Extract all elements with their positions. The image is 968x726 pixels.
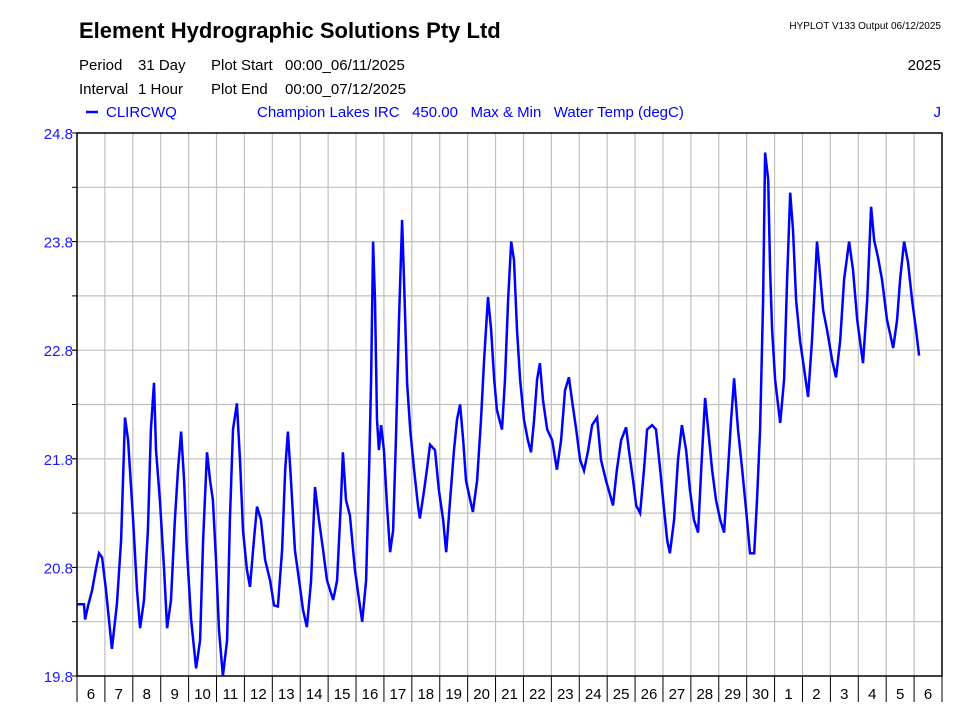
x-tick-label: 10 (194, 686, 211, 703)
x-tick-label: 25 (613, 686, 630, 703)
plot-start-value: 00:00_06/11/2025 (285, 57, 405, 74)
series-line-clircwq (77, 152, 921, 677)
x-tick-label: 28 (696, 686, 713, 703)
period-value: 31 Day (138, 57, 186, 74)
x-tick-label: 6 (87, 686, 95, 703)
x-tick-label: 30 (752, 686, 769, 703)
interval-label: Interval (79, 81, 128, 98)
x-tick-label: 17 (390, 686, 407, 703)
plot-end-label: Plot End (211, 81, 268, 98)
x-tick-label: 7 (115, 686, 123, 703)
x-tick-label: 29 (724, 686, 741, 703)
x-tick-label: 20 (473, 686, 490, 703)
x-tick-label: 13 (278, 686, 295, 703)
legend-description: Champion Lakes IRC 450.00 Max & Min Wate… (257, 104, 684, 121)
y-tick-label: 20.8 (44, 560, 73, 577)
legend-site-code: CLIRCWQ (106, 104, 177, 121)
x-tick-label: 26 (641, 686, 658, 703)
x-tick-label: 27 (669, 686, 686, 703)
x-tick-label: 23 (557, 686, 574, 703)
x-tick-label: 4 (868, 686, 876, 703)
period-label: Period (79, 57, 122, 74)
year-label: 2025 (908, 57, 941, 74)
plot-end-value: 00:00_07/12/2025 (285, 81, 406, 98)
company-title: Element Hydrographic Solutions Pty Ltd (79, 18, 501, 43)
x-tick-label: 8 (143, 686, 151, 703)
y-tick-label: 21.8 (44, 452, 73, 469)
x-tick-label: 19 (445, 686, 462, 703)
x-tick-label: 9 (170, 686, 178, 703)
y-tick-label: 24.8 (44, 126, 73, 143)
x-tick-label: 11 (223, 686, 239, 703)
x-tick-label: 16 (362, 686, 379, 703)
x-tick-label: 2 (812, 686, 820, 703)
interval-value: 1 Hour (138, 81, 183, 98)
x-tick-label: 24 (585, 686, 602, 703)
version-output: HYPLOT V133 Output 06/12/2025 (789, 21, 941, 32)
x-tick-label: 21 (501, 686, 518, 703)
legend-flag: J (934, 104, 942, 121)
grid (77, 133, 942, 676)
y-axis: 19.8 20.8 21.8 22.8 23.8 24.8 (44, 126, 77, 686)
x-tick-label: 14 (306, 686, 323, 703)
y-tick-label: 19.8 (44, 669, 73, 686)
plot-start-label: Plot Start (211, 57, 274, 74)
plot-frame (76, 132, 943, 677)
x-tick-label: 12 (250, 686, 267, 703)
series-layer (77, 152, 921, 677)
y-tick-label: 22.8 (44, 343, 73, 360)
x-tick-label: 3 (840, 686, 848, 703)
x-axis: 6 7 8 9 10 11 12 13 14 15 16 17 18 19 20 21 22 23 24 25 26 27… (76, 676, 943, 703)
x-tick-label: 6 (924, 686, 932, 703)
x-tick-label: 15 (334, 686, 351, 703)
x-tick-label: 1 (784, 686, 792, 703)
x-tick-label: 5 (896, 686, 904, 703)
x-tick-label: 18 (417, 686, 434, 703)
x-tick-label: 22 (529, 686, 546, 703)
y-tick-label: 23.8 (44, 235, 73, 252)
